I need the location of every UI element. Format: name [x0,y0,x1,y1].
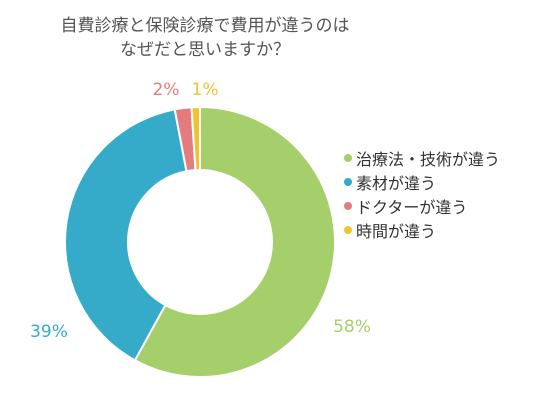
legend: 治療法・技術が違う 素材が違う ドクターが違う 時間が違う [344,146,500,242]
chart-title: 自費診療と保険診療で費用が違うのは なぜだと思いますか？ [0,14,410,62]
legend-swatch-technique [344,154,352,162]
slice-label-doctor: 2% [153,80,180,100]
chart-title-line-1: 自費診療と保険診療で費用が違うのは [60,16,350,36]
legend-label-material: 素材が違う [356,174,437,193]
legend-item-time: 時間が違う [344,218,500,242]
legend-label-doctor: ドクターが違う [356,198,468,217]
slice-label-material: 39% [30,322,68,342]
donut-slice-time [190,105,201,172]
donut-slice-material [64,108,188,362]
slice-label-technique: 58% [333,317,371,337]
legend-label-time: 時間が違う [356,222,437,241]
legend-label-technique: 治療法・技術が違う [356,150,501,169]
legend-item-material: 素材が違う [344,170,500,194]
legend-item-doctor: ドクターが違う [344,194,500,218]
legend-swatch-material [344,178,352,186]
slice-label-time: 1% [192,80,219,100]
chart-title-line-2: なぜだと思いますか？ [120,40,290,60]
donut-slice-technique [133,105,336,378]
legend-swatch-doctor [344,202,352,210]
legend-swatch-time [344,226,352,234]
legend-item-technique: 治療法・技術が違う [344,146,500,170]
